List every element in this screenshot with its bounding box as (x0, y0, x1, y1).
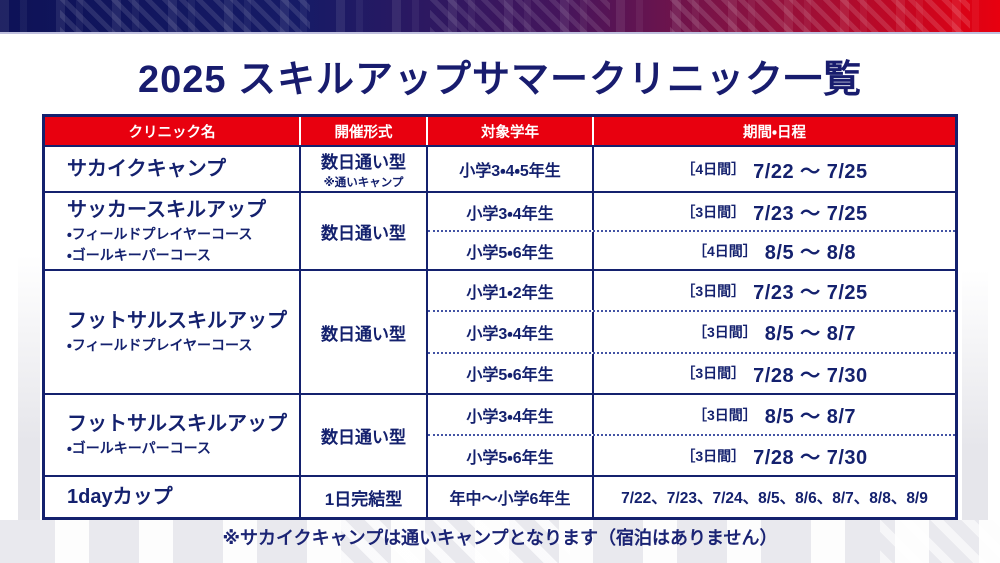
grade-cell: 小学5・6年生 (428, 353, 594, 393)
col-header-clinic-name: クリニック名 (45, 117, 301, 145)
schedule-cell: ［3日間］ 7/28 ～ 7/30 (594, 436, 955, 475)
schedule-subrow: 小学3・4年生 ［3日間］ 7/23 ～ 7/25 (428, 193, 955, 230)
duration-label: ［3日間］ (681, 365, 746, 382)
date-range: 7/23 ～ 7/25 (753, 203, 868, 225)
format-label: 数日通い型 (321, 324, 406, 344)
date-range: 8/5 ～ 8/7 (764, 323, 856, 346)
footnote: ※サカイクキャンプは通いキャンプとなります（宿泊はありません） (222, 528, 778, 548)
date-range: 7/28 ～ 7/30 (753, 447, 868, 469)
schedule-cell: ［3日間］ 7/23 ～ 7/25 (594, 193, 955, 230)
clinic-name: 1dayカップ (67, 485, 173, 508)
duration-label: ［4日間］ (681, 161, 746, 177)
schedule-subrow: 小学5・6年生 ［3日間］ 7/28 ～ 7/30 (428, 434, 955, 475)
date-range: 7/22 ～ 7/25 (753, 160, 868, 183)
duration-label: ［4日間］ (692, 242, 757, 259)
format-label: 数日通い型 (321, 223, 406, 243)
format-cell: 1日完結型 (301, 477, 428, 517)
schedule-subrow: 小学3・4年生 ［3日間］ 8/5 ～ 8/7 (428, 310, 955, 352)
col-header-format: 開催形式 (301, 117, 428, 145)
schedule-subrow: 小学5・6年生 ［4日間］ 8/5 ～ 8/8 (428, 230, 955, 269)
page-title: 2025 スキルアップサマークリニック一覧 (137, 59, 863, 101)
duration-label: ［3日間］ (692, 406, 757, 423)
grade-cell: 小学3・4年生 (428, 193, 594, 230)
schedule-cell: ［4日間］ 7/22 ～ 7/25 (594, 147, 955, 191)
clinic-name-cell: フットサルスキルアップ ・ゴールキーパーコース (45, 395, 301, 475)
duration-label: ［3日間］ (681, 282, 746, 299)
table-row-futsal-skillup-gk: フットサルスキルアップ ・ゴールキーパーコース 数日通い型 小学3・4年生 ［3… (45, 393, 955, 475)
grade-cell: 小学3・4年生 (428, 395, 594, 434)
format-label: 数日通い型 (321, 153, 406, 172)
clinic-name: サカイクキャンプ (67, 157, 226, 180)
grade-cell: 年中～小学6年生 (428, 477, 594, 517)
duration-label: ［3日間］ (692, 323, 757, 340)
format-note: ※通いキャンプ (323, 177, 404, 189)
course-item: ・ゴールキーパーコース (67, 246, 211, 263)
schedule-cell: ［3日間］ 7/23 ～ 7/25 (594, 271, 955, 310)
schedule-subrow: 小学3・4年生 ［3日間］ 8/5 ～ 8/7 (428, 395, 955, 434)
format-cell: 数日通い型 ※通いキャンプ (301, 147, 428, 191)
course-item: ・フィールドプレイヤーコース (67, 225, 253, 242)
date-range: 7/23 ～ 7/25 (753, 282, 868, 305)
grade-cell: 小学3・4・5年生 (428, 147, 594, 191)
course-item: ・ゴールキーパーコース (67, 440, 211, 457)
clinic-name-cell: 1dayカップ (45, 477, 301, 517)
col-header-grade: 対象学年 (428, 117, 594, 145)
schedule-subrow: 年中～小学6年生 7/22、7/23、7/24、8/5、8/6、8/7、8/8、… (428, 477, 955, 517)
duration-label: ［3日間］ (681, 203, 746, 220)
schedule-cell: ［3日間］ 8/5 ～ 8/7 (594, 395, 955, 434)
bottom-stripe-pattern (0, 520, 1000, 563)
clinic-name-cell: サッカースキルアップ ・フィールドプレイヤーコース ・ゴールキーパーコース (45, 193, 301, 269)
format-cell: 数日通い型 (301, 395, 428, 475)
schedule-cell: ［3日間］ 8/5 ～ 8/7 (594, 312, 955, 351)
schedule-subrow: 小学1・2年生 ［3日間］ 7/23 ～ 7/25 (428, 271, 955, 311)
grade-cell: 小学3・4年生 (428, 312, 594, 352)
table-header-row: クリニック名 開催形式 対象学年 期間・日程 (45, 117, 955, 147)
clinic-name: フットサルスキルアップ (67, 413, 287, 436)
format-label: 数日通い型 (321, 427, 406, 447)
clinic-name-cell: フットサルスキルアップ ・フィールドプレイヤーコース (45, 271, 301, 393)
schedule-cell: ［3日間］ 7/28 ～ 7/30 (594, 354, 955, 393)
grade-cell: 小学5・6年生 (428, 436, 594, 475)
table-row-futsal-skillup-fp: フットサルスキルアップ ・フィールドプレイヤーコース 数日通い型 小学1・2年生… (45, 269, 955, 393)
table-row-soccer-skillup: サッカースキルアップ ・フィールドプレイヤーコース ・ゴールキーパーコース 数日… (45, 191, 955, 269)
format-cell: 数日通い型 (301, 193, 428, 269)
schedule-subrow: 小学5・6年生 ［3日間］ 7/28 ～ 7/30 (428, 351, 955, 393)
table-row-1day-cup: 1dayカップ 1日完結型 年中～小学6年生 7/22、7/23、7/24、8/… (45, 475, 955, 517)
course-item: ・フィールドプレイヤーコース (67, 337, 253, 354)
schedule-cell: ［4日間］ 8/5 ～ 8/8 (594, 232, 955, 269)
grade-cell: 小学1・2年生 (428, 271, 594, 311)
schedule-subrow: 小学3・4・5年生 ［4日間］ 7/22 ～ 7/25 (428, 147, 955, 191)
clinic-schedule-table: クリニック名 開催形式 対象学年 期間・日程 サカイクキャンプ 数日通い型 ※通… (42, 114, 958, 520)
duration-label: ［3日間］ (681, 447, 746, 464)
date-range: 7/28 ～ 7/30 (753, 364, 868, 387)
clinic-name: サッカースキルアップ (67, 198, 266, 221)
clinic-name-cell: サカイクキャンプ (45, 147, 301, 191)
grade-cell: 小学5・6年生 (428, 232, 594, 269)
right-edge-pattern (962, 270, 988, 563)
date-range: 8/5 ～ 8/8 (764, 242, 856, 264)
schedule-cell: 7/22、7/23、7/24、8/5、8/6、8/7、8/8、8/9 (594, 477, 955, 517)
table-row-sakaiku-camp: サカイクキャンプ 数日通い型 ※通いキャンプ 小学3・4・5年生 ［4日間］ 7… (45, 147, 955, 191)
clinic-name: フットサルスキルアップ (67, 310, 287, 333)
format-label: 1日完結型 (324, 489, 403, 509)
date-range: 8/5 ～ 8/7 (764, 406, 856, 428)
top-gradient-banner (0, 0, 1000, 34)
date-list: 7/22、7/23、7/24、8/5、8/6、8/7、8/8、8/9 (621, 490, 928, 507)
col-header-schedule: 期間・日程 (743, 124, 806, 141)
left-edge-pattern (18, 255, 40, 563)
format-cell: 数日通い型 (301, 271, 428, 393)
